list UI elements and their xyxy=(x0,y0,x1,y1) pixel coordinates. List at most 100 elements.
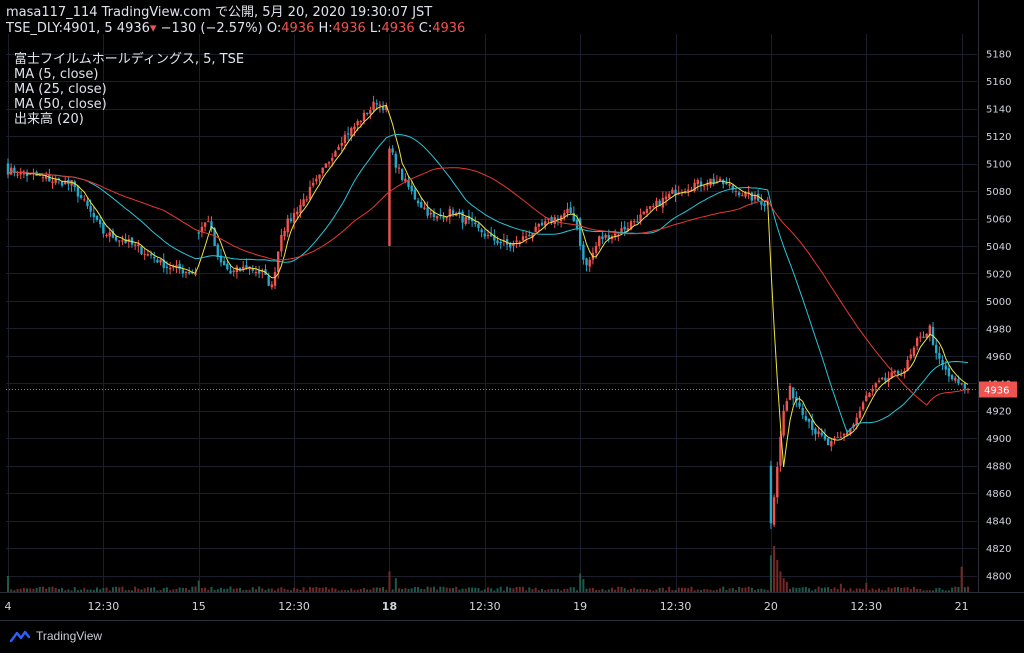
volume-bar xyxy=(102,587,105,592)
candle-body xyxy=(877,380,881,382)
volume-bar xyxy=(385,589,388,592)
volume-bar xyxy=(57,588,60,592)
volume-bar xyxy=(308,586,311,592)
candle-body xyxy=(658,200,661,207)
volume-bar xyxy=(426,586,429,592)
candle-body xyxy=(98,219,102,224)
candle-body xyxy=(712,178,715,183)
volume-bar xyxy=(569,587,572,592)
volume-bar xyxy=(506,586,509,592)
legend-volume[interactable]: 出来高 (20) xyxy=(14,112,84,127)
x-tick-label: 4 xyxy=(5,600,12,613)
candle-body xyxy=(893,370,897,373)
legend-ma25[interactable]: MA (25, close) xyxy=(14,82,107,97)
volume-bar xyxy=(445,587,448,592)
candle-body xyxy=(378,104,382,106)
volume-bar xyxy=(232,588,235,592)
volume-bar xyxy=(938,587,941,592)
x-tick-label: 12:30 xyxy=(88,600,120,613)
volume-bar xyxy=(696,589,699,592)
volume-bar xyxy=(916,589,919,592)
candle-body xyxy=(521,236,525,241)
candle-body xyxy=(954,377,957,381)
candle-body xyxy=(528,234,531,237)
volume-bar xyxy=(499,586,502,592)
volume-bar xyxy=(70,590,73,592)
volume-bar xyxy=(827,587,830,592)
candle-body xyxy=(394,153,398,168)
volume-bar xyxy=(35,588,38,592)
volume-bar xyxy=(474,587,477,592)
volume-bar xyxy=(382,587,385,592)
candle-body xyxy=(397,167,401,169)
volume-bar xyxy=(722,586,725,592)
candle-body xyxy=(318,174,321,179)
y-tick-label: 5120 xyxy=(986,132,1011,143)
candle-body xyxy=(51,181,54,183)
candle-body xyxy=(531,233,534,238)
legend-title[interactable]: 富士フイルムホールディングス, 5, TSE xyxy=(14,52,245,67)
volume-bar xyxy=(769,555,772,592)
candle-body xyxy=(919,336,922,338)
candle-body xyxy=(350,127,353,137)
volume-bar xyxy=(531,589,534,592)
volume-bar xyxy=(639,588,642,592)
candle-body xyxy=(334,151,337,157)
volume-bar xyxy=(455,586,458,592)
candle-body xyxy=(896,370,900,374)
volume-bar xyxy=(490,588,493,592)
candle-body xyxy=(702,185,706,187)
candle-body xyxy=(655,200,658,207)
volume-bar xyxy=(83,587,86,592)
candle-body xyxy=(200,226,204,233)
volume-bar xyxy=(115,586,118,592)
volume-bar xyxy=(677,587,680,592)
candle-body xyxy=(756,193,760,201)
volume-bar xyxy=(649,589,652,592)
volume-bar xyxy=(48,587,51,592)
candle-body xyxy=(270,284,274,288)
candle-body xyxy=(226,263,229,270)
x-tick-label: 19 xyxy=(573,600,587,613)
tradingview-brand[interactable]: TradingView xyxy=(10,629,102,643)
volume-bar xyxy=(782,578,785,592)
candle-body xyxy=(737,192,741,196)
volume-bar xyxy=(572,587,575,592)
candle-body xyxy=(19,171,22,175)
candle-body xyxy=(369,110,372,115)
volume-bar xyxy=(242,590,245,592)
volume-bar xyxy=(541,588,544,592)
open-label: O: xyxy=(266,21,282,36)
volume-bar xyxy=(932,590,935,592)
candle-body xyxy=(400,169,404,181)
volume-bar xyxy=(401,588,404,592)
candle-body xyxy=(162,259,165,268)
candle-body xyxy=(464,217,467,224)
candle-body xyxy=(645,208,649,214)
candle-body xyxy=(814,428,817,435)
volume-bar xyxy=(118,587,121,592)
ohlc-line: TSE_DLY:4901, 5 4936▾ −130 (−2.57%) O:49… xyxy=(6,21,465,36)
legend-ma5[interactable]: MA (5, close) xyxy=(14,67,99,82)
volume-bar xyxy=(219,587,222,592)
candle-body xyxy=(636,221,639,223)
volume-bar xyxy=(525,590,528,592)
x-tick-label: 12:30 xyxy=(850,600,882,613)
volume-bar xyxy=(833,587,836,592)
candle-body xyxy=(741,195,744,197)
candle-body xyxy=(280,234,283,252)
legend-ma50[interactable]: MA (50, close) xyxy=(14,97,107,112)
volume-bar xyxy=(668,586,671,592)
candle-body xyxy=(865,395,868,402)
candle-body xyxy=(448,208,452,218)
candle-body xyxy=(868,392,871,398)
volume-bar xyxy=(471,587,474,592)
close-value: 4936 xyxy=(432,21,466,36)
candle-body xyxy=(60,181,64,186)
volume-bar xyxy=(315,586,318,592)
volume-bar xyxy=(954,586,957,592)
volume-bar xyxy=(178,587,181,592)
volume-bar xyxy=(130,590,133,592)
